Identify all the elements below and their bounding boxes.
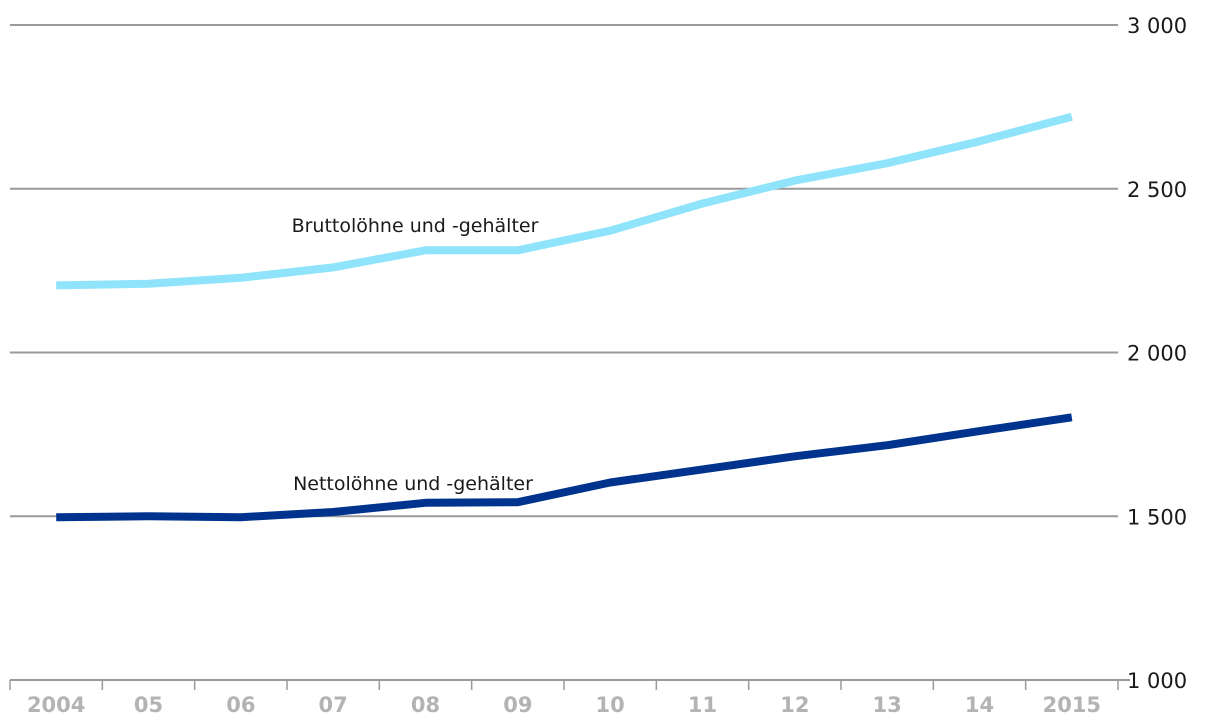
x-tick-label: 14 bbox=[965, 693, 994, 717]
x-tick-label: 2015 bbox=[1043, 693, 1101, 717]
x-tick-label: 10 bbox=[596, 693, 625, 717]
x-tick-label: 13 bbox=[873, 693, 902, 717]
series-lines bbox=[56, 112, 1073, 522]
y-tick-label: 3 000 bbox=[1127, 14, 1187, 38]
series-labels: Bruttolöhne und -gehälter Nettolöhne und… bbox=[292, 215, 539, 495]
x-tick-label: 11 bbox=[688, 693, 717, 717]
y-tick-label: 1 000 bbox=[1127, 669, 1187, 693]
x-tick-label: 09 bbox=[503, 693, 532, 717]
grid-lines bbox=[10, 24, 1118, 518]
x-axis-tick-labels: 2004 05 06 07 08 09 10 11 12 13 14 2015 bbox=[27, 693, 1101, 717]
x-tick-label: 07 bbox=[319, 693, 348, 717]
series-line-brutto bbox=[56, 112, 1073, 290]
series-label-netto: Nettolöhne und -gehälter bbox=[293, 473, 533, 495]
x-axis bbox=[9, 679, 1130, 690]
y-tick-label: 1 500 bbox=[1127, 505, 1187, 529]
y-axis-tick-labels: 1 000 1 500 2 000 2 500 3 000 bbox=[1127, 14, 1187, 693]
x-tick-label: 08 bbox=[411, 693, 440, 717]
series-line-netto bbox=[56, 413, 1073, 522]
x-tick-label: 05 bbox=[134, 693, 163, 717]
y-tick-label: 2 000 bbox=[1127, 342, 1187, 366]
x-tick-label: 2004 bbox=[27, 693, 85, 717]
x-tick-label: 12 bbox=[780, 693, 809, 717]
x-tick-label: 06 bbox=[226, 693, 255, 717]
y-tick-label: 2 500 bbox=[1127, 178, 1187, 202]
series-label-brutto: Bruttolöhne und -gehälter bbox=[292, 215, 539, 237]
